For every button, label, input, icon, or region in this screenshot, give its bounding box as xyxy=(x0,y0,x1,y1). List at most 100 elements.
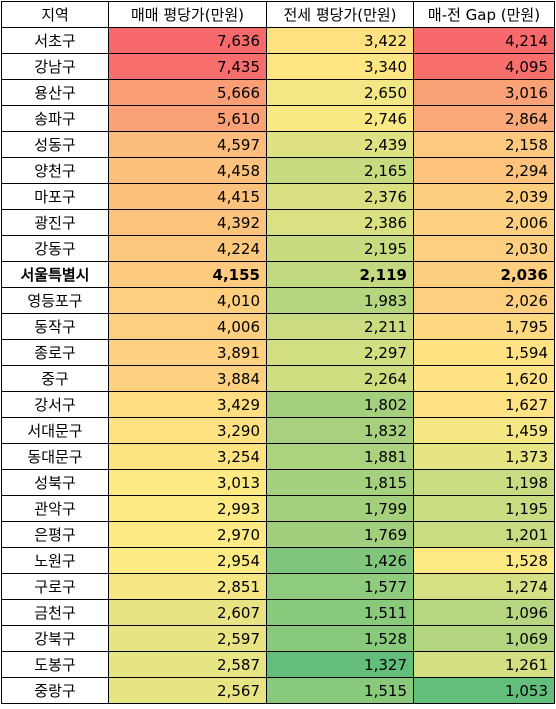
gap-cell: 3,016 xyxy=(413,79,555,106)
sale-price-cell: 5,666 xyxy=(108,79,267,106)
table-row: 강서구 3,429 1,802 1,627 xyxy=(1,391,555,418)
region-cell: 강서구 xyxy=(1,391,109,418)
sale-price-cell: 3,891 xyxy=(108,339,267,366)
region-cell: 강동구 xyxy=(1,235,109,262)
table-row: 영등포구 4,010 1,983 2,026 xyxy=(1,287,555,314)
gap-cell: 2,006 xyxy=(413,209,555,236)
sale-price-cell: 7,636 xyxy=(108,27,267,54)
sale-price-cell: 3,884 xyxy=(108,365,267,392)
gap-cell: 2,026 xyxy=(413,287,555,314)
gap-cell: 1,274 xyxy=(413,573,555,600)
region-cell: 관악구 xyxy=(1,495,109,522)
jeonse-price-cell: 1,515 xyxy=(266,677,414,704)
jeonse-price-cell: 2,119 xyxy=(266,261,414,288)
gap-cell: 2,864 xyxy=(413,105,555,132)
gap-cell: 4,214 xyxy=(413,27,555,54)
jeonse-price-cell: 2,195 xyxy=(266,235,414,262)
gap-cell: 1,096 xyxy=(413,599,555,626)
sale-price-cell: 2,597 xyxy=(108,625,267,652)
gap-cell: 2,294 xyxy=(413,157,555,184)
table-row: 도봉구 2,587 1,327 1,261 xyxy=(1,651,555,678)
table-row: 광진구 4,392 2,386 2,006 xyxy=(1,209,555,236)
region-cell: 양천구 xyxy=(1,157,109,184)
sale-price-cell: 4,392 xyxy=(108,209,267,236)
gap-cell: 1,053 xyxy=(413,677,555,704)
sale-price-cell: 2,607 xyxy=(108,599,267,626)
region-cell: 중랑구 xyxy=(1,677,109,704)
sale-price-cell: 2,851 xyxy=(108,573,267,600)
table-row: 관악구 2,993 1,799 1,195 xyxy=(1,495,555,522)
region-cell: 서대문구 xyxy=(1,417,109,444)
sale-price-cell: 5,610 xyxy=(108,105,267,132)
gap-cell: 1,373 xyxy=(413,443,555,470)
jeonse-price-cell: 1,802 xyxy=(266,391,414,418)
sale-price-cell: 4,006 xyxy=(108,313,267,340)
table-row: 서울특별시 4,155 2,119 2,036 xyxy=(1,261,555,288)
jeonse-price-cell: 1,769 xyxy=(266,521,414,548)
gap-cell: 1,201 xyxy=(413,521,555,548)
jeonse-price-cell: 1,832 xyxy=(266,417,414,444)
sale-price-cell: 3,013 xyxy=(108,469,267,496)
region-cell: 서초구 xyxy=(1,27,109,54)
gap-cell: 1,261 xyxy=(413,651,555,678)
jeonse-price-cell: 2,746 xyxy=(266,105,414,132)
header-gap: 매-전 Gap (만원) xyxy=(413,1,555,28)
header-row: 지역 매매 평당가(만원) 전세 평당가(만원) 매-전 Gap (만원) xyxy=(1,1,555,28)
jeonse-price-cell: 1,799 xyxy=(266,495,414,522)
sale-price-cell: 4,224 xyxy=(108,235,267,262)
table-row: 성동구 4,597 2,439 2,158 xyxy=(1,131,555,158)
table-row: 송파구 5,610 2,746 2,864 xyxy=(1,105,555,132)
table-row: 은평구 2,970 1,769 1,201 xyxy=(1,521,555,548)
gap-cell: 1,627 xyxy=(413,391,555,418)
region-cell: 광진구 xyxy=(1,209,109,236)
region-cell: 마포구 xyxy=(1,183,109,210)
table-body: 서초구 7,636 3,422 4,214 강남구 7,435 3,340 4,095 용산구 5… xyxy=(1,27,555,704)
header-sale-price: 매매 평당가(만원) xyxy=(108,1,267,28)
jeonse-price-cell: 2,297 xyxy=(266,339,414,366)
region-cell: 강남구 xyxy=(1,53,109,80)
region-cell: 노원구 xyxy=(1,547,109,574)
jeonse-price-cell: 2,386 xyxy=(266,209,414,236)
jeonse-price-cell: 2,211 xyxy=(266,313,414,340)
jeonse-price-cell: 2,165 xyxy=(266,157,414,184)
region-cell: 은평구 xyxy=(1,521,109,548)
region-cell: 도봉구 xyxy=(1,651,109,678)
table-row: 종로구 3,891 2,297 1,594 xyxy=(1,339,555,366)
jeonse-price-cell: 3,422 xyxy=(266,27,414,54)
gap-cell: 2,030 xyxy=(413,235,555,262)
jeonse-price-cell: 1,815 xyxy=(266,469,414,496)
jeonse-price-cell: 1,881 xyxy=(266,443,414,470)
table-row: 동대문구 3,254 1,881 1,373 xyxy=(1,443,555,470)
region-cell: 동작구 xyxy=(1,313,109,340)
region-cell: 용산구 xyxy=(1,79,109,106)
jeonse-price-cell: 2,650 xyxy=(266,79,414,106)
table-row: 서초구 7,636 3,422 4,214 xyxy=(1,27,555,54)
table-row: 서대문구 3,290 1,832 1,459 xyxy=(1,417,555,444)
sale-price-cell: 3,290 xyxy=(108,417,267,444)
region-cell: 성북구 xyxy=(1,469,109,496)
region-cell: 구로구 xyxy=(1,573,109,600)
table-row: 구로구 2,851 1,577 1,274 xyxy=(1,573,555,600)
region-cell: 서울특별시 xyxy=(1,261,109,288)
table-row: 용산구 5,666 2,650 3,016 xyxy=(1,79,555,106)
table-row: 노원구 2,954 1,426 1,528 xyxy=(1,547,555,574)
table-row: 중랑구 2,567 1,515 1,053 xyxy=(1,677,555,704)
region-cell: 중구 xyxy=(1,365,109,392)
jeonse-price-cell: 1,511 xyxy=(266,599,414,626)
gap-cell: 1,620 xyxy=(413,365,555,392)
table-row: 강동구 4,224 2,195 2,030 xyxy=(1,235,555,262)
table-row: 강남구 7,435 3,340 4,095 xyxy=(1,53,555,80)
sale-price-cell: 2,993 xyxy=(108,495,267,522)
region-cell: 금천구 xyxy=(1,599,109,626)
jeonse-price-cell: 1,577 xyxy=(266,573,414,600)
gap-cell: 1,069 xyxy=(413,625,555,652)
region-cell: 송파구 xyxy=(1,105,109,132)
gap-cell: 2,158 xyxy=(413,131,555,158)
table-row: 성북구 3,013 1,815 1,198 xyxy=(1,469,555,496)
gap-cell: 4,095 xyxy=(413,53,555,80)
table-row: 강북구 2,597 1,528 1,069 xyxy=(1,625,555,652)
table-row: 금천구 2,607 1,511 1,096 xyxy=(1,599,555,626)
region-cell: 강북구 xyxy=(1,625,109,652)
jeonse-price-cell: 3,340 xyxy=(266,53,414,80)
